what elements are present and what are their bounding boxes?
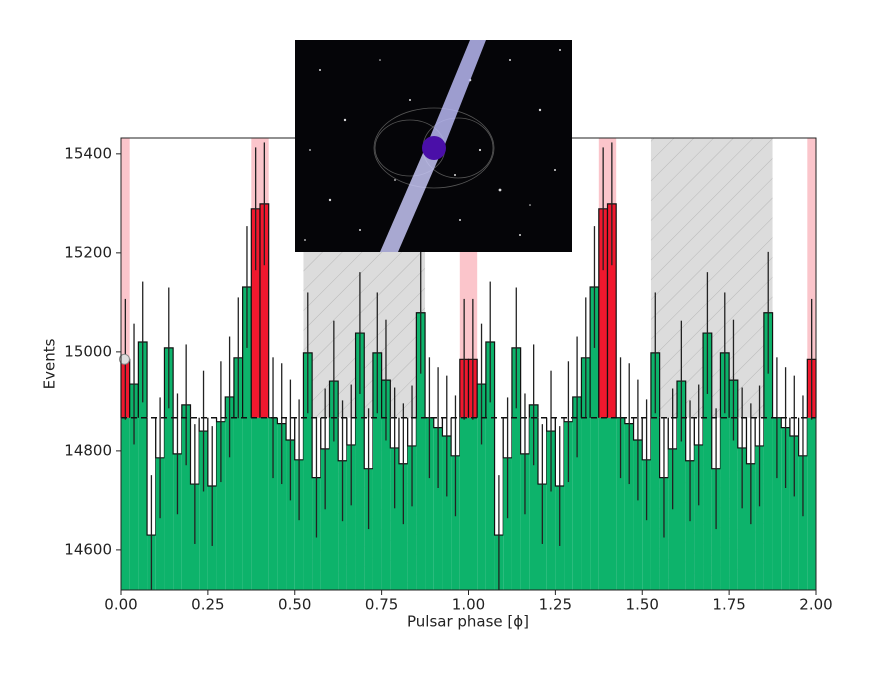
y-tick-label: 15000 — [64, 342, 112, 360]
bar — [529, 404, 538, 590]
bar — [477, 384, 486, 590]
bar — [225, 396, 234, 590]
bar — [399, 463, 408, 590]
bar — [711, 468, 721, 590]
bar — [251, 417, 260, 590]
bar — [781, 427, 790, 590]
bar — [607, 417, 617, 590]
bar — [581, 357, 591, 590]
bar — [164, 347, 174, 590]
bar — [590, 287, 599, 590]
bar — [129, 384, 139, 590]
bar — [381, 380, 391, 590]
bar — [694, 444, 704, 590]
bar — [798, 455, 808, 590]
bar — [642, 459, 651, 590]
bar — [425, 417, 434, 590]
bar — [468, 417, 478, 590]
bar — [364, 468, 373, 590]
bar-highlight — [251, 208, 260, 418]
bar — [268, 417, 278, 590]
x-tick-label: 0.25 — [191, 596, 224, 614]
bar — [294, 459, 304, 590]
bar-highlight — [607, 203, 617, 418]
bar — [772, 417, 782, 590]
bar — [746, 463, 756, 590]
bar — [346, 444, 356, 590]
x-tick-label: 1.50 — [626, 596, 659, 614]
bar — [520, 453, 530, 590]
bar — [624, 423, 634, 590]
bar — [598, 417, 608, 590]
bar — [260, 417, 269, 590]
x-tick-label: 0.75 — [365, 596, 398, 614]
x-tick-label: 0.50 — [278, 596, 311, 614]
bar — [703, 333, 712, 590]
y-tick-label: 14600 — [64, 540, 112, 558]
y-axis-label: Events — [41, 338, 59, 389]
bar — [416, 312, 426, 590]
bar — [616, 417, 625, 590]
bar — [650, 352, 660, 590]
marker — [118, 353, 130, 365]
x-tick-label: 0.00 — [104, 596, 137, 614]
bar — [720, 352, 730, 590]
bar — [199, 431, 208, 590]
bar — [155, 457, 165, 590]
bar — [138, 341, 148, 590]
bar — [173, 453, 182, 590]
bar — [181, 404, 191, 590]
bar — [572, 396, 582, 590]
bar — [511, 347, 521, 590]
bar — [242, 287, 252, 590]
bar — [407, 445, 417, 590]
bar — [329, 381, 339, 590]
bar — [503, 457, 512, 590]
bar — [546, 431, 556, 590]
x-tick-label: 1.25 — [539, 596, 572, 614]
bar — [755, 445, 764, 590]
bar — [668, 448, 677, 590]
bar — [459, 417, 469, 590]
bar — [121, 417, 130, 590]
plot-area — [118, 137, 817, 591]
bar — [320, 448, 330, 590]
x-tick-label: 1.00 — [452, 596, 485, 614]
bar — [433, 427, 443, 590]
x-tick-label: 1.75 — [712, 596, 745, 614]
bar-highlight — [260, 203, 269, 418]
bar — [355, 333, 365, 590]
bar — [564, 421, 573, 590]
bar — [677, 381, 686, 590]
bar — [763, 312, 773, 590]
x-tick-label: 2.00 — [799, 596, 832, 614]
bar — [233, 357, 243, 590]
bar — [216, 421, 226, 590]
x-axis-label: Pulsar phase [ϕ] — [407, 613, 529, 631]
y-tick-label: 15200 — [64, 243, 112, 261]
bar — [807, 417, 816, 590]
bar — [685, 460, 695, 590]
bar — [633, 439, 643, 590]
bar — [338, 460, 347, 590]
y-tick-label: 14800 — [64, 441, 112, 459]
bar — [303, 352, 313, 590]
bar — [390, 447, 399, 590]
bar — [729, 380, 738, 590]
bar — [789, 436, 799, 590]
bar — [277, 423, 287, 590]
bar — [737, 447, 747, 590]
bar — [442, 436, 452, 590]
y-tick-label: 15400 — [64, 144, 112, 162]
bar — [286, 439, 295, 590]
bar — [485, 341, 495, 590]
pulsar-inset — [295, 40, 572, 252]
bar — [372, 352, 382, 590]
bar-highlight — [598, 208, 608, 418]
bar — [451, 455, 460, 590]
